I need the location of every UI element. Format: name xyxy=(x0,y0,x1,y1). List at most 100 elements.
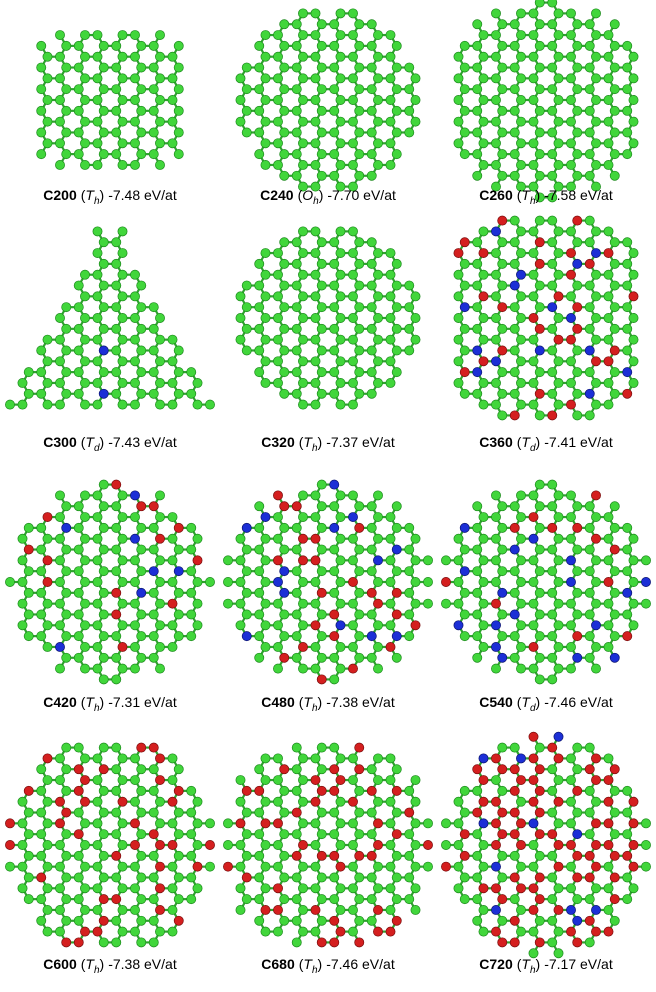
atom xyxy=(404,785,415,796)
energy: -7.46 eV/at xyxy=(326,956,395,972)
atom xyxy=(130,334,140,345)
atom xyxy=(628,356,639,367)
atom xyxy=(609,566,620,577)
atom xyxy=(316,62,327,73)
atom xyxy=(385,30,396,40)
atom xyxy=(516,73,526,84)
atom xyxy=(36,367,47,378)
atom xyxy=(516,883,526,894)
atom xyxy=(491,533,501,544)
atom xyxy=(98,501,109,512)
atom xyxy=(329,587,340,598)
atom xyxy=(291,19,302,30)
atom xyxy=(553,926,564,937)
energy: -7.37 eV/at xyxy=(326,434,395,450)
atom xyxy=(385,291,396,302)
atom xyxy=(148,323,159,334)
atom xyxy=(130,926,140,937)
atom xyxy=(260,334,271,345)
atom xyxy=(42,753,53,764)
atom xyxy=(241,631,252,642)
atom xyxy=(80,490,90,501)
atom xyxy=(80,116,90,127)
symmetry-subscript: d xyxy=(93,442,100,454)
atom xyxy=(572,410,583,421)
atom xyxy=(291,631,302,642)
atom xyxy=(534,0,545,8)
atom xyxy=(80,663,90,674)
atom xyxy=(547,631,558,642)
atom xyxy=(298,883,308,894)
atom xyxy=(410,116,421,127)
atom xyxy=(260,926,271,937)
atom xyxy=(497,544,508,555)
atom xyxy=(98,105,109,116)
atom xyxy=(335,598,346,609)
atom xyxy=(117,796,128,807)
atom xyxy=(98,674,109,685)
molecule xyxy=(36,30,184,170)
atom xyxy=(80,291,90,302)
atom xyxy=(42,116,53,127)
atom xyxy=(55,663,65,674)
atom xyxy=(136,894,147,905)
atom xyxy=(366,127,377,138)
atom xyxy=(491,95,501,105)
atom xyxy=(591,555,601,566)
atom xyxy=(622,345,633,356)
atom xyxy=(73,522,84,533)
atom xyxy=(609,170,620,181)
atom xyxy=(528,138,539,149)
atom xyxy=(98,829,109,840)
atom xyxy=(80,753,90,764)
atom xyxy=(273,159,283,170)
atom xyxy=(591,753,601,764)
atom xyxy=(354,170,365,181)
atom xyxy=(603,555,614,566)
atom xyxy=(453,861,464,872)
atom xyxy=(111,609,122,620)
atom xyxy=(148,872,159,883)
atom xyxy=(316,367,327,378)
atom xyxy=(291,652,302,663)
atom xyxy=(628,138,639,149)
atom xyxy=(373,533,383,544)
atom xyxy=(609,19,620,30)
atom xyxy=(254,587,265,598)
atom xyxy=(528,731,539,742)
atom xyxy=(410,598,421,609)
atom xyxy=(622,544,633,555)
atom xyxy=(260,95,271,105)
atom xyxy=(348,248,358,258)
atom xyxy=(130,775,140,786)
atom xyxy=(348,555,358,566)
atom xyxy=(566,181,576,192)
bracket-close: ) xyxy=(535,956,541,972)
atom xyxy=(497,652,508,663)
atom xyxy=(547,40,558,51)
atom xyxy=(291,105,302,116)
atom xyxy=(148,609,159,620)
atom xyxy=(528,598,539,609)
atom xyxy=(273,905,283,915)
atom xyxy=(291,850,302,861)
atom xyxy=(241,127,252,138)
atom xyxy=(310,8,321,19)
atom xyxy=(516,291,526,302)
atom xyxy=(186,544,197,555)
atom xyxy=(385,73,396,84)
atom xyxy=(553,378,564,388)
atom xyxy=(348,73,358,84)
atom xyxy=(329,609,340,620)
atom xyxy=(528,30,539,40)
atom xyxy=(622,127,633,138)
atom xyxy=(260,753,271,764)
atom xyxy=(472,652,483,663)
atom xyxy=(584,127,595,138)
atom xyxy=(298,334,308,345)
atom xyxy=(130,883,140,894)
atom xyxy=(391,850,402,861)
atom xyxy=(534,522,545,533)
atom xyxy=(155,840,165,850)
atom xyxy=(136,149,147,160)
